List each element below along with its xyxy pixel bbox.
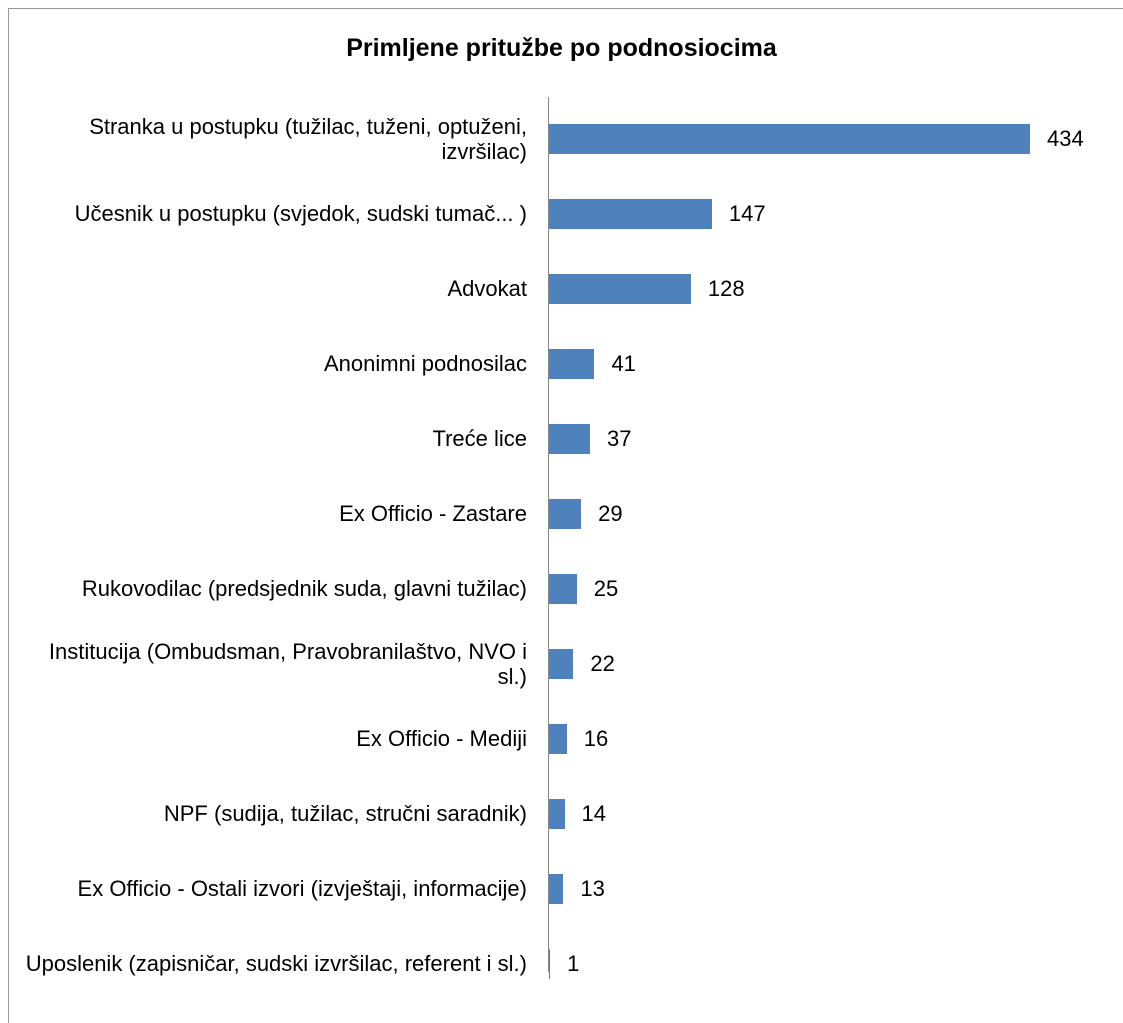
bar [549, 948, 551, 979]
category-text: Ex Officio - Ostali izvori (izvještaji, … [77, 876, 527, 901]
category-axis [548, 97, 549, 972]
bar [549, 648, 574, 679]
chart-frame [8, 8, 1123, 1023]
bar [549, 573, 577, 604]
category-text: Ex Officio - Zastare [339, 501, 527, 526]
value-label: 128 [707, 275, 745, 301]
category-label: Ex Officio - Mediji [17, 701, 527, 776]
category-text: Institucija (Ombudsman, Pravobranilaštvo… [48, 638, 527, 689]
value-label: 14 [581, 800, 606, 826]
category-label: Stranka u postupku (tužilac, tuženi, opt… [17, 101, 527, 176]
bar [549, 798, 565, 829]
category-text: NPF (sudija, tužilac, stručni saradnik) [163, 801, 527, 826]
value-label: 13 [580, 875, 605, 901]
bar [549, 873, 564, 904]
category-label: Ex Officio - Zastare [17, 476, 527, 551]
category-text: Advokat [447, 276, 528, 301]
value-label: 41 [611, 350, 636, 376]
category-text: Stranka u postupku (tužilac, tuženi, opt… [89, 113, 527, 164]
category-label: Rukovodilac (predsjednik suda, glavni tu… [17, 551, 527, 626]
value-label: 37 [607, 425, 632, 451]
bar [549, 423, 590, 454]
value-label: 29 [598, 500, 623, 526]
value-label: 22 [590, 650, 615, 676]
category-text: Uposlenik (zapisničar, sudski izvršilac,… [25, 951, 527, 976]
category-label: Institucija (Ombudsman, Pravobranilaštvo… [17, 626, 527, 701]
category-text: Anonimni podnosilac [323, 351, 527, 376]
bar [549, 273, 691, 304]
category-label: Advokat [17, 251, 528, 326]
category-label: Učesnik u postupku (svjedok, sudski tuma… [17, 176, 527, 251]
bar [549, 198, 712, 229]
value-label: 16 [583, 725, 609, 751]
value-label: 25 [593, 575, 619, 601]
category-text: Rukovodilac (predsjednik suda, glavni tu… [81, 576, 527, 601]
value-label: 147 [728, 200, 766, 226]
category-label: NPF (sudija, tužilac, stručni saradnik) [17, 776, 527, 851]
category-text: Učesnik u postupku (svjedok, sudski tuma… [74, 201, 527, 226]
category-text: Treće lice [432, 426, 527, 451]
category-label: Ex Officio - Ostali izvori (izvještaji, … [17, 851, 527, 926]
category-label: Anonimni podnosilac [17, 326, 527, 401]
bar [549, 123, 1030, 154]
category-label: Treće lice [17, 401, 527, 476]
bar [549, 348, 595, 379]
chart-title: Primljene pritužbe po podnosiocima [346, 34, 777, 62]
value-label: 434 [1047, 125, 1084, 151]
value-label: 1 [567, 950, 580, 976]
bar [549, 723, 567, 754]
category-text: Ex Officio - Mediji [356, 726, 527, 751]
category-label: Uposlenik (zapisničar, sudski izvršilac,… [17, 926, 527, 1001]
bar [549, 498, 582, 529]
